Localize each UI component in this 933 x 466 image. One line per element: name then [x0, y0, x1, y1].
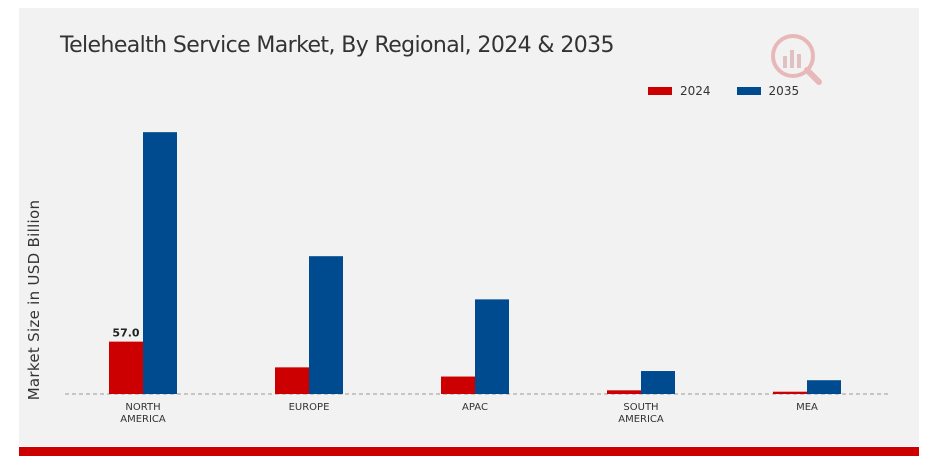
bar-2035-0 [143, 132, 177, 394]
chart-legend: 2024 2035 [648, 84, 825, 98]
x-tick-label: MEA [796, 402, 818, 413]
legend-swatch-2024 [648, 87, 672, 95]
legend-item-2024: 2024 [648, 84, 711, 98]
bar-2035-2 [475, 299, 509, 394]
bar-2035-1 [309, 256, 343, 394]
bar-2024-0 [109, 341, 143, 394]
bar-2035-4 [807, 380, 841, 394]
bottom-accent-bar [19, 447, 919, 456]
x-tick-label: EUROPE [288, 402, 330, 413]
legend-swatch-2035 [736, 87, 761, 95]
chart-title: Telehealth Service Market, By Regional, … [60, 33, 615, 58]
bar-2024-4 [773, 391, 807, 394]
bar-2024-1 [275, 367, 309, 394]
mrfr-logo-icon [765, 28, 825, 88]
bar-2024-2 [441, 376, 475, 394]
x-tick-label: SOUTH AMERICA [618, 402, 664, 425]
data-label: 57.0 [112, 327, 139, 340]
legend-label-2024: 2024 [680, 84, 711, 98]
bar-2024-3 [607, 390, 641, 394]
legend-item-2035: 2035 [736, 84, 800, 98]
legend-label-2035: 2035 [768, 84, 800, 98]
x-tick-label: APAC [462, 402, 488, 413]
bar-2035-3 [641, 371, 675, 394]
x-tick-label: NORTH AMERICA [120, 402, 166, 425]
